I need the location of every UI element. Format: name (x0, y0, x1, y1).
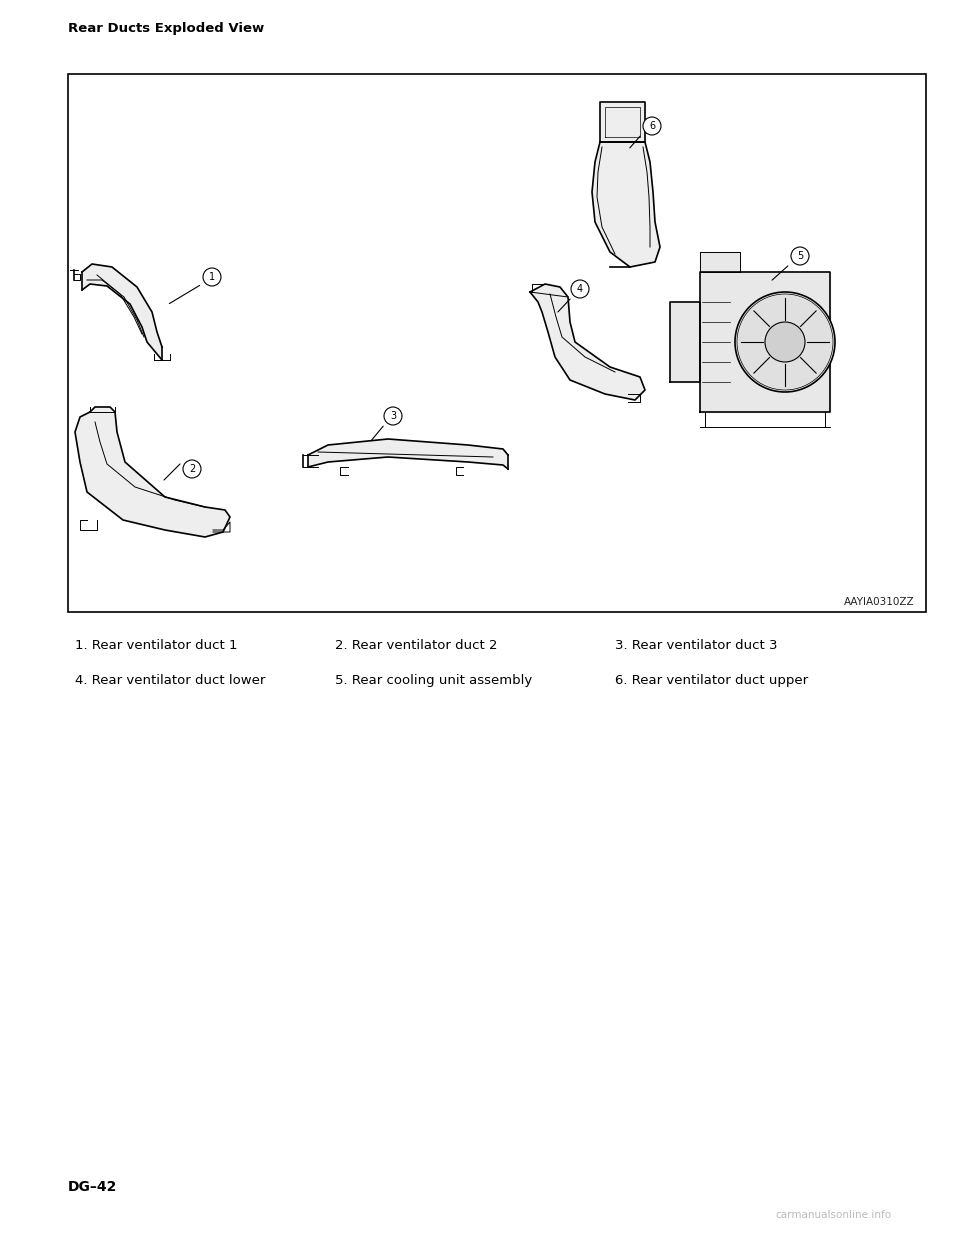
Text: 3: 3 (390, 411, 396, 421)
Text: DG–42: DG–42 (68, 1180, 117, 1194)
Circle shape (643, 117, 661, 135)
Text: 2. Rear ventilator duct 2: 2. Rear ventilator duct 2 (335, 638, 497, 652)
Text: 2: 2 (189, 465, 195, 474)
Circle shape (203, 268, 221, 286)
Circle shape (791, 247, 809, 265)
Polygon shape (308, 438, 508, 469)
Text: AAYIA0310ZZ: AAYIA0310ZZ (845, 597, 915, 607)
Polygon shape (700, 272, 830, 412)
Circle shape (735, 292, 835, 392)
Circle shape (384, 407, 402, 425)
Text: 3. Rear ventilator duct 3: 3. Rear ventilator duct 3 (615, 638, 778, 652)
Text: 4. Rear ventilator duct lower: 4. Rear ventilator duct lower (75, 674, 265, 687)
Text: 6: 6 (649, 120, 655, 130)
Text: 1: 1 (209, 272, 215, 282)
Polygon shape (75, 407, 230, 537)
Text: 4: 4 (577, 284, 583, 294)
Polygon shape (82, 265, 162, 360)
Text: 5: 5 (797, 251, 804, 261)
Text: 6. Rear ventilator duct upper: 6. Rear ventilator duct upper (615, 674, 808, 687)
Polygon shape (670, 302, 700, 383)
Circle shape (183, 460, 201, 478)
Text: 1. Rear ventilator duct 1: 1. Rear ventilator duct 1 (75, 638, 237, 652)
Polygon shape (600, 102, 645, 142)
Text: 5. Rear cooling unit assembly: 5. Rear cooling unit assembly (335, 674, 532, 687)
Polygon shape (530, 284, 645, 400)
Polygon shape (700, 252, 740, 272)
Bar (68, 75, 926, 612)
Circle shape (571, 279, 589, 298)
Text: Rear Ducts Exploded View: Rear Ducts Exploded View (68, 22, 264, 35)
Text: carmanualsonline.info: carmanualsonline.info (776, 1210, 892, 1220)
Polygon shape (592, 142, 660, 267)
Circle shape (765, 322, 805, 361)
